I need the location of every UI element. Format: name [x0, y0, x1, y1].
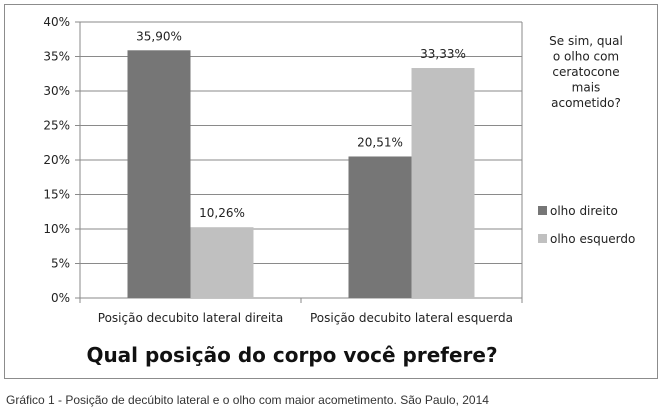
- bar-olho-esquerdo-1: [411, 68, 475, 298]
- y-tick-label: 5%: [51, 257, 70, 271]
- legend-swatch: [538, 234, 547, 243]
- bars: 35,90% 10,26% 20,51% 33,33%: [127, 29, 475, 298]
- bar-olho-direito-1: [348, 156, 412, 298]
- data-label: 20,51%: [357, 135, 403, 149]
- data-label: 35,90%: [136, 29, 182, 43]
- legend-title-line: o olho com: [553, 50, 619, 64]
- figure-caption: Gráfico 1 - Posição de decúbito lateral …: [6, 393, 489, 407]
- data-label: 10,26%: [199, 206, 245, 220]
- y-tick-label: 30%: [43, 84, 70, 98]
- legend-title-line: Se sim, qual: [549, 34, 623, 48]
- legend-title-line: acometido?: [551, 96, 621, 110]
- x-axis: Posição decubito lateral direita Posição …: [79, 298, 523, 325]
- bar-olho-direito-0: [127, 50, 191, 298]
- y-tick-label: 25%: [43, 119, 70, 133]
- chart-title: Qual posição do corpo você prefere?: [86, 343, 497, 367]
- y-tick-label: 15%: [43, 188, 70, 202]
- bar-chart: 0% 5% 10% 15% 20% 25% 30% 35% 40% 35,90% 10,26% 20…: [43, 15, 635, 367]
- data-label: 33,33%: [420, 47, 466, 61]
- legend-label: olho esquerdo: [550, 232, 635, 246]
- chart-frame: [4, 4, 658, 379]
- y-tick-label: 20%: [43, 153, 70, 167]
- legend-label: olho direito: [550, 204, 618, 218]
- y-tick-label: 0%: [51, 291, 70, 305]
- category-label: Posição decubito lateral direita: [98, 311, 283, 325]
- y-tick-label: 10%: [43, 222, 70, 236]
- bar-olho-esquerdo-0: [190, 227, 254, 298]
- legend-swatch: [538, 206, 547, 215]
- category-label: Posição decubito lateral esquerda: [310, 311, 513, 325]
- y-axis: 0% 5% 10% 15% 20% 25% 30% 35% 40%: [43, 15, 523, 305]
- y-tick-label: 40%: [43, 15, 70, 29]
- legend-title-line: ceratocone: [552, 65, 619, 79]
- y-tick-label: 35%: [43, 50, 70, 64]
- legend-title-line: mais: [572, 81, 601, 95]
